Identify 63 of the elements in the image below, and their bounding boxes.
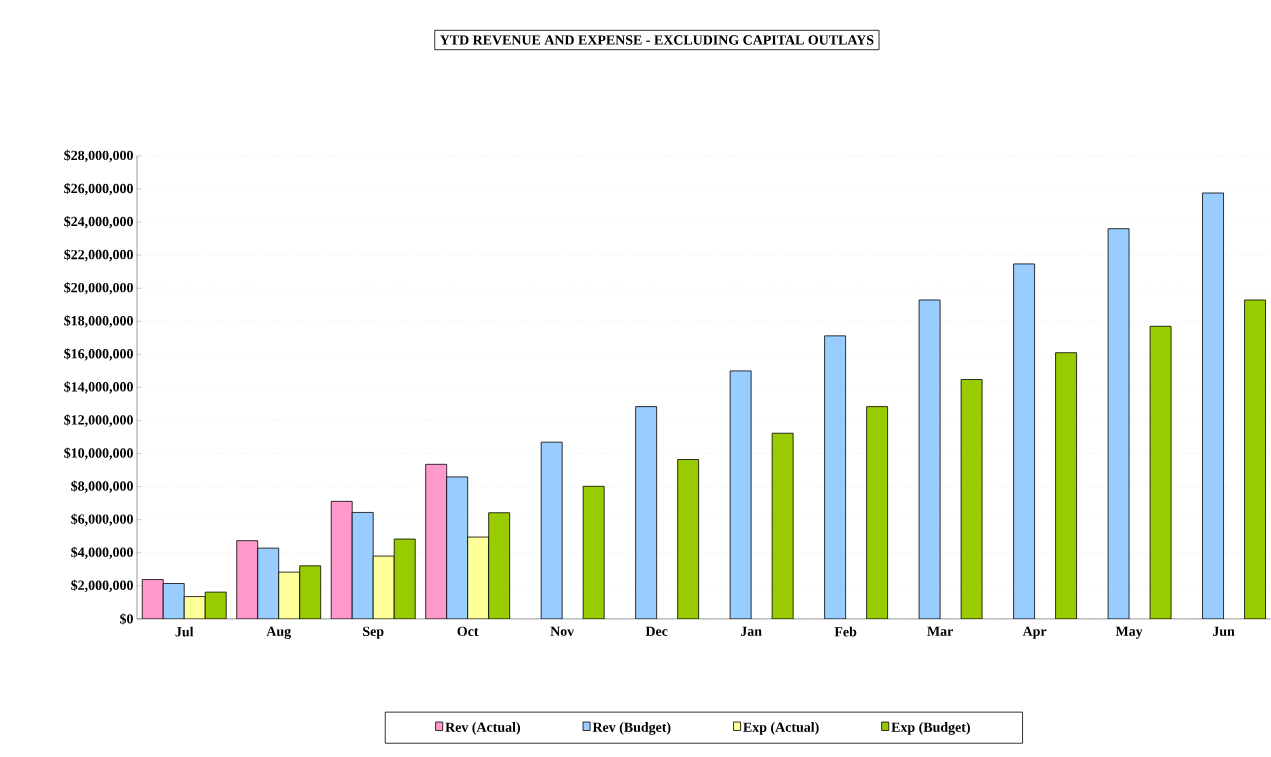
bar (162, 583, 185, 619)
legend-label: Exp (Actual) (743, 722, 819, 735)
y-tick-label: $8,000,000 (71, 480, 133, 493)
bar (677, 459, 700, 619)
bar (771, 432, 794, 619)
x-tick-label: May (1115, 626, 1143, 639)
x-tick-label: Jan (740, 626, 762, 636)
bar (141, 579, 164, 619)
bar (330, 501, 353, 619)
bar (425, 463, 448, 619)
bar (183, 596, 206, 619)
bar (257, 547, 280, 619)
y-tick-label: $24,000,000 (64, 216, 133, 229)
bar (918, 299, 941, 619)
bar (824, 335, 847, 619)
bar (236, 540, 259, 619)
bar (635, 406, 658, 619)
x-tick-label: Jul (175, 626, 194, 637)
legend-label: Rev (Actual) (445, 722, 520, 735)
x-tick-label: Apr (1022, 626, 1047, 639)
y-tick-label: $16,000,000 (64, 348, 133, 361)
x-tick-label: Jun (1212, 626, 1235, 637)
bar (446, 476, 469, 619)
y-tick-label: $22,000,000 (64, 249, 133, 262)
y-tick-label: $2,000,000 (71, 579, 133, 593)
x-tick-label: Nov (550, 626, 575, 636)
bar (467, 536, 490, 619)
y-tick-label: $12,000,000 (64, 414, 133, 427)
bar (582, 485, 605, 619)
bar (960, 379, 983, 619)
bar (372, 555, 395, 619)
legend-label: Rev (Budget) (592, 722, 671, 735)
y-tick-label: $14,000,000 (64, 381, 133, 394)
y-tick-label: $0 (120, 613, 133, 625)
legend-label: Exp (Budget) (891, 722, 970, 735)
bar (278, 571, 301, 619)
bar (299, 565, 322, 619)
y-tick-label: $6,000,000 (71, 513, 133, 526)
bar (540, 441, 563, 619)
x-tick-label: Aug (266, 626, 291, 640)
bar (1244, 299, 1266, 619)
bar (1013, 263, 1035, 619)
bar (1055, 352, 1077, 619)
bar (1149, 325, 1172, 619)
bar (393, 538, 416, 619)
y-tick-label: $10,000,000 (64, 447, 133, 460)
y-tick-label: $20,000,000 (64, 282, 133, 295)
y-tick-label: $26,000,000 (64, 182, 133, 196)
y-tick-label: $4,000,000 (71, 546, 133, 559)
x-tick-label: Mar (927, 626, 953, 636)
bar (866, 406, 889, 619)
y-tick-label: $18,000,000 (64, 315, 133, 328)
bar (351, 512, 374, 619)
x-tick-label: Oct (457, 626, 479, 637)
y-tick-label: $28,000,000 (64, 149, 133, 163)
x-tick-label: Sep (363, 626, 384, 639)
bar (1107, 228, 1130, 619)
x-tick-label: Dec (645, 626, 668, 636)
x-tick-label: Feb (834, 626, 857, 637)
bar (1202, 192, 1224, 619)
bar (488, 512, 511, 619)
chart-title: YTD REVENUE AND EXPENSE - EXCLUDING CAPITAL OUTLAYS (440, 35, 874, 45)
bar (729, 370, 752, 619)
